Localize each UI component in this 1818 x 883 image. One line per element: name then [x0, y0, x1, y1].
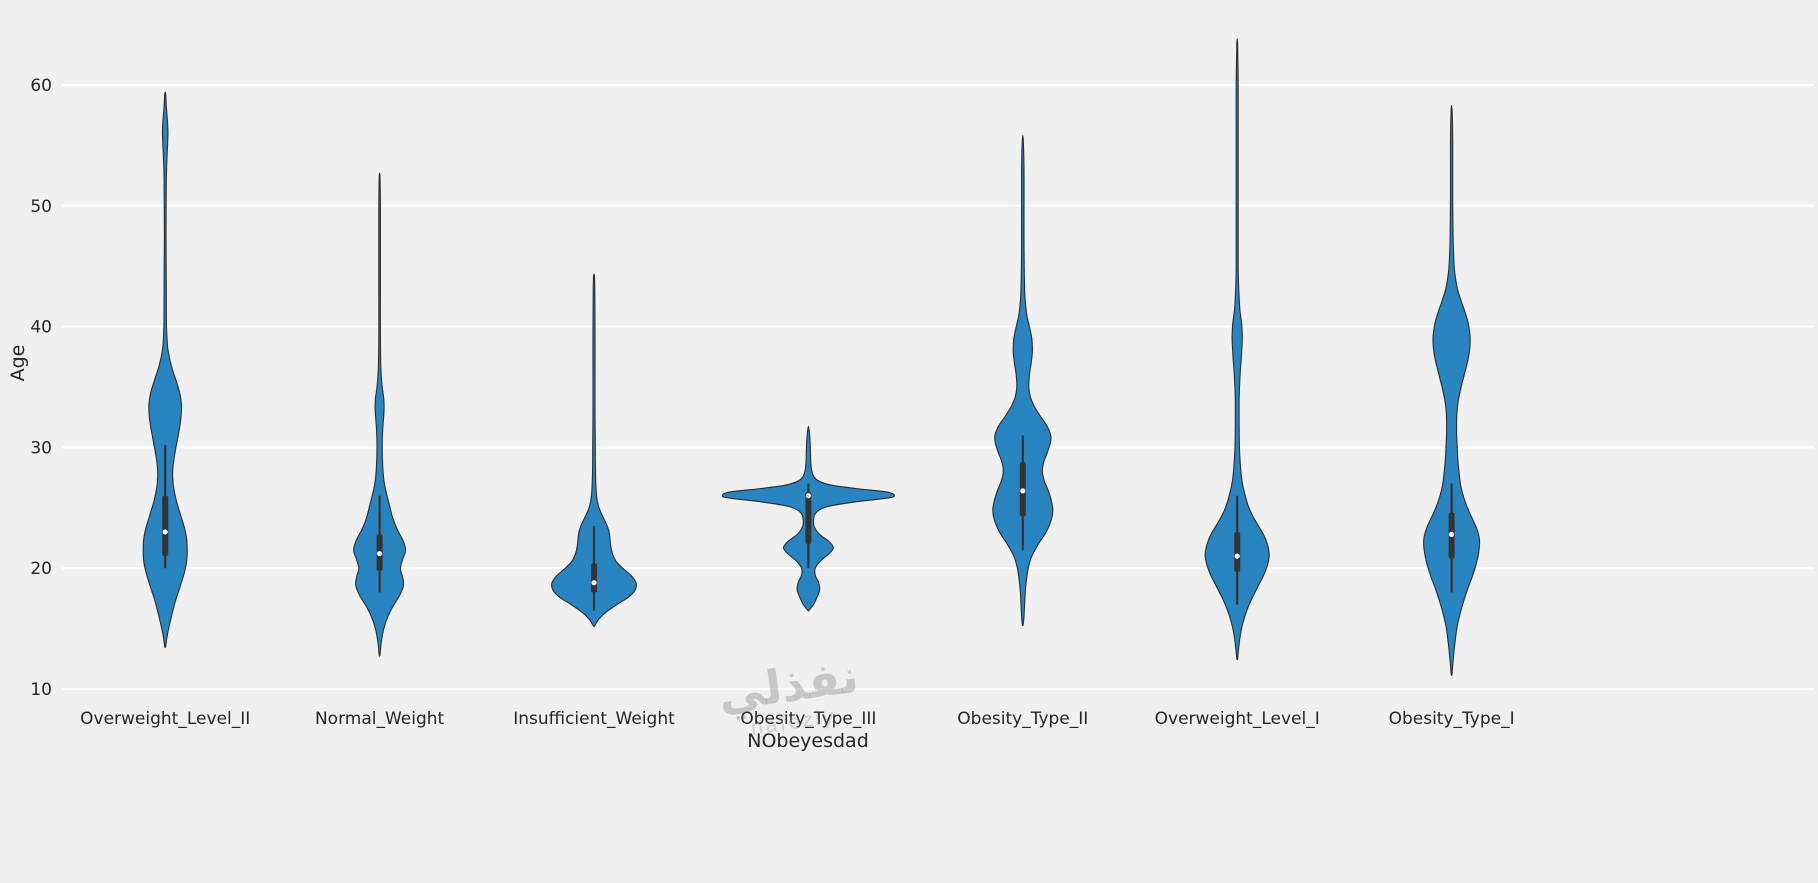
- median-dot-Normal_Weight: [377, 551, 383, 557]
- x-axis-label: NObeyesdad: [747, 730, 869, 752]
- iqr-box-Insufficient_Weight: [591, 563, 597, 593]
- median-dot-Obesity_Type_II: [1020, 488, 1026, 494]
- x-category-label-Obesity_Type_II: Obesity_Type_II: [957, 709, 1088, 729]
- violin-Overweight_Level_II: [142, 91, 188, 649]
- median-dot-Overweight_Level_I: [1234, 553, 1240, 559]
- median-dot-Insufficient_Weight: [591, 580, 597, 586]
- x-category-label-Overweight_Level_II: Overweight_Level_II: [80, 709, 250, 729]
- violin-Normal_Weight: [353, 172, 407, 657]
- violin-Overweight_Level_I: [1204, 38, 1270, 661]
- violin-Insufficient_Weight: [551, 273, 637, 628]
- y-tick-label-40: 40: [30, 318, 52, 338]
- x-category-label-Obesity_Type_I: Obesity_Type_I: [1389, 709, 1515, 729]
- y-tick-label-50: 50: [30, 197, 52, 217]
- y-tick-label-20: 20: [30, 559, 52, 579]
- y-tick-label-60: 60: [30, 76, 52, 96]
- iqr-box-Obesity_Type_III: [805, 492, 812, 545]
- violin-Obesity_Type_I: [1423, 104, 1481, 676]
- median-dot-Overweight_Level_II: [162, 529, 168, 535]
- iqr-box-Overweight_Level_I: [1234, 531, 1241, 572]
- x-category-label-Normal_Weight: Normal_Weight: [315, 709, 445, 729]
- median-dot-Obesity_Type_III: [805, 493, 812, 499]
- median-dot-Obesity_Type_I: [1449, 531, 1455, 537]
- violin-Obesity_Type_II: [992, 135, 1054, 627]
- y-tick-label-10: 10: [30, 680, 52, 700]
- y-tick-label-30: 30: [30, 438, 52, 458]
- x-category-label-Insufficient_Weight: Insufficient_Weight: [513, 709, 675, 729]
- iqr-box-Overweight_Level_II: [162, 495, 169, 557]
- y-axis-label: Age: [7, 344, 29, 382]
- x-category-label-Overweight_Level_I: Overweight_Level_I: [1155, 709, 1320, 729]
- x-category-label-Obesity_Type_III: Obesity_Type_III: [740, 709, 876, 729]
